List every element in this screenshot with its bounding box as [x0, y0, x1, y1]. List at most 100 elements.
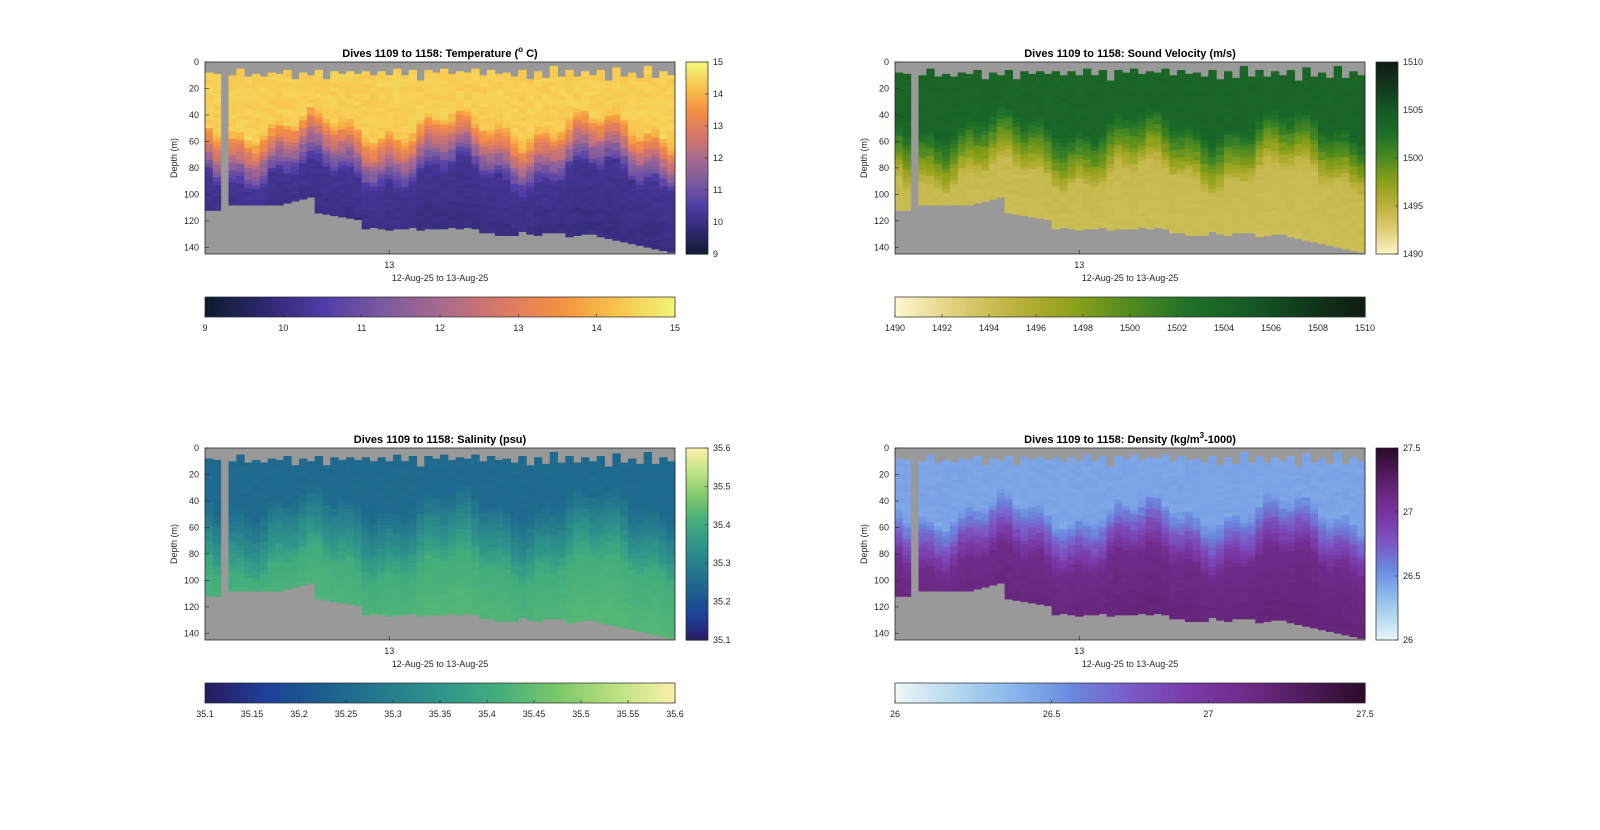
heatmap-cell: [628, 171, 637, 177]
heatmap-cell: [1098, 165, 1107, 170]
heatmap-cell: [902, 121, 912, 127]
heatmap-cell: [1278, 126, 1288, 132]
heatmap-cell: [1169, 210, 1178, 215]
colorbar-swatch: [1376, 136, 1398, 139]
heatmap-cell: [973, 149, 982, 154]
heatmap-cell: [549, 208, 558, 214]
heatmap-cell: [275, 89, 284, 95]
heatmap-cell: [1278, 103, 1288, 108]
heatmap-cell: [432, 120, 441, 125]
heatmap-cell: [1302, 174, 1311, 180]
heatmap-cell: [981, 114, 990, 120]
heatmap-cell: [510, 80, 519, 86]
heatmap-cell: [494, 77, 504, 83]
heatmap-cell: [518, 85, 527, 91]
heatmap-cell: [377, 91, 386, 96]
heatmap-cell: [1028, 205, 1037, 210]
heatmap-cell: [581, 158, 590, 164]
heatmap-cell: [1349, 114, 1358, 120]
heatmap-cell: [1192, 207, 1201, 213]
heatmap-cell: [447, 216, 457, 222]
heatmap-cell: [447, 133, 457, 138]
heatmap-cell: [573, 140, 582, 145]
heatmap-cell: [267, 108, 276, 113]
heatmap-cell: [1208, 220, 1217, 226]
heatmap-cell: [596, 232, 605, 238]
heatmap-cell: [1114, 81, 1123, 87]
heatmap-cell: [494, 81, 504, 87]
heatmap-cell: [934, 120, 943, 125]
heatmap-cell: [1263, 183, 1272, 189]
heatmap-cell: [902, 157, 912, 162]
heatmap-cell: [306, 134, 316, 140]
heatmap-cell: [353, 77, 363, 83]
heatmap-cell: [463, 128, 472, 133]
heatmap-cell: [557, 156, 566, 161]
heatmap-cell: [1302, 162, 1311, 168]
heatmap-cell: [1137, 197, 1147, 202]
heatmap-cell: [628, 72, 637, 78]
heatmap-cell: [1090, 114, 1100, 120]
heatmap-cell: [377, 110, 386, 116]
heatmap-cell: [432, 163, 441, 169]
heatmap-cell: [526, 99, 535, 104]
heatmap-cell: [643, 189, 652, 194]
heatmap-cell: [1161, 96, 1170, 101]
heatmap-cell: [455, 95, 464, 100]
heatmap-cell: [510, 219, 519, 225]
heatmap-cell: [252, 193, 261, 198]
heatmap-cell: [612, 71, 621, 76]
heatmap-cell: [479, 174, 488, 180]
heatmap-cell: [400, 210, 410, 215]
heatmap-cell: [205, 179, 214, 185]
heatmap-cell: [651, 77, 660, 83]
heatmap-cell: [487, 189, 496, 194]
x-axis-label: 12-Aug-25 to 13-Aug-25: [392, 273, 489, 283]
heatmap-cell: [1122, 183, 1131, 189]
heatmap-cell: [949, 175, 959, 181]
heatmap-cell: [447, 85, 457, 91]
heatmap-cell: [651, 208, 660, 214]
heatmap-cell: [1161, 72, 1170, 78]
heatmap-cell: [1075, 158, 1084, 164]
heatmap-cell: [291, 87, 300, 92]
heatmap-cell: [612, 226, 621, 231]
heatmap-cell: [918, 190, 927, 195]
heatmap-cell: [620, 159, 629, 165]
heatmap-cell: [1208, 216, 1217, 222]
heatmap-cell: [471, 199, 480, 205]
heatmap-cell: [455, 75, 464, 80]
heatmap-cell: [957, 167, 966, 173]
heatmap-cell: [447, 125, 457, 131]
colorbar-swatch: [1376, 92, 1398, 95]
heatmap-cell: [596, 89, 605, 95]
colorbar-swatch: [686, 144, 708, 147]
heatmap-cell: [942, 173, 951, 178]
heatmap-cell: [1106, 80, 1115, 86]
heatmap-cell: [1004, 73, 1013, 79]
heatmap-cell: [338, 149, 347, 154]
heatmap-cell: [581, 134, 590, 140]
colorbar-swatch: [686, 234, 708, 237]
heatmap-cell: [628, 112, 637, 117]
heatmap-cell: [361, 218, 370, 223]
heatmap-cell: [1028, 149, 1037, 154]
heatmap-cell: [581, 118, 590, 124]
heatmap-cell: [432, 144, 441, 149]
heatmap-cell: [526, 110, 535, 116]
heatmap-cell: [1153, 96, 1162, 101]
heatmap-cell: [1169, 130, 1178, 136]
heatmap-cell: [973, 133, 982, 138]
heatmap-cell: [1028, 93, 1037, 99]
heatmap-cell: [1067, 178, 1076, 183]
heatmap-cell: [1153, 84, 1162, 89]
heatmap-cell: [1184, 113, 1194, 119]
heatmap-cell: [479, 210, 488, 215]
heatmap-cell: [1294, 179, 1303, 185]
heatmap-cell: [385, 182, 394, 187]
colorbar-swatch: [234, 297, 238, 317]
heatmap-cell: [432, 140, 441, 145]
heatmap-cell: [377, 146, 386, 152]
heatmap-cell: [1325, 81, 1335, 87]
colorbar-swatch: [642, 297, 647, 317]
